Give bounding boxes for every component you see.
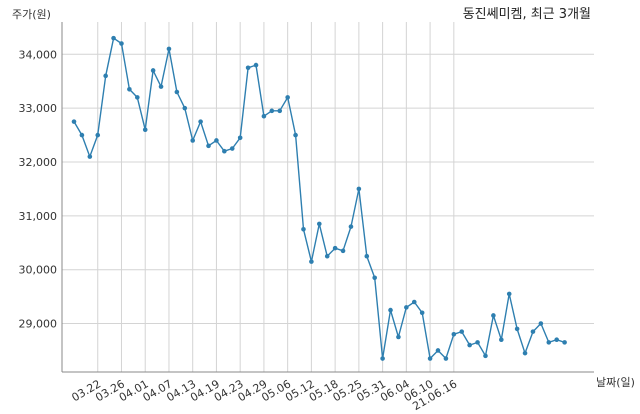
- y-tick-label: 29,000: [19, 318, 58, 331]
- data-point: [285, 95, 290, 100]
- data-point: [388, 307, 393, 313]
- data-point: [562, 340, 567, 345]
- data-point: [150, 68, 156, 73]
- data-point: [435, 348, 441, 353]
- data-point: [364, 253, 370, 259]
- data-point: [506, 291, 512, 297]
- data-point: [451, 332, 457, 337]
- data-point: [499, 337, 504, 342]
- data-point: [158, 84, 164, 89]
- data-point: [340, 248, 346, 254]
- axes: [61, 22, 594, 373]
- y-tick-label: 30,000: [19, 264, 58, 277]
- data-point: [411, 299, 417, 305]
- data-point: [443, 356, 449, 361]
- price-series: [71, 35, 567, 361]
- data-point: [301, 227, 306, 232]
- data-point: [174, 89, 180, 95]
- y-tick-label: 32,000: [19, 156, 58, 169]
- y-tick-label: 33,000: [19, 102, 58, 115]
- data-point: [309, 259, 314, 264]
- data-point: [253, 62, 259, 68]
- data-point: [119, 41, 124, 46]
- data-point: [261, 113, 267, 119]
- data-point: [380, 356, 385, 361]
- data-point: [293, 132, 298, 138]
- data-point: [198, 119, 203, 124]
- series-line: [73, 37, 565, 360]
- data-point: [372, 275, 377, 281]
- data-point: [419, 310, 425, 316]
- data-point: [206, 143, 211, 149]
- data-point: [103, 73, 108, 79]
- data-point: [190, 138, 195, 143]
- data-point: [317, 221, 322, 227]
- y-axis-title: 주가(원): [12, 8, 51, 21]
- data-point: [459, 329, 465, 334]
- y-tick-label: 31,000: [19, 210, 58, 223]
- data-point: [427, 356, 433, 361]
- x-axis-title: 날짜(일): [596, 375, 635, 389]
- data-point: [277, 108, 283, 114]
- data-point: [229, 146, 235, 151]
- data-point: [467, 342, 472, 348]
- data-point: [237, 135, 243, 141]
- y-tick-label: 34,000: [19, 48, 58, 61]
- data-point: [348, 224, 354, 229]
- grid-lines: [62, 22, 594, 372]
- data-point: [222, 148, 227, 154]
- data-point: [554, 337, 559, 342]
- data-point: [324, 253, 330, 259]
- data-point: [166, 46, 172, 52]
- data-point: [546, 340, 552, 345]
- data-point: [87, 154, 93, 159]
- data-point: [245, 65, 251, 71]
- data-point: [127, 87, 132, 92]
- data-point: [135, 95, 140, 100]
- data-point: [483, 353, 488, 359]
- data-point: [79, 132, 85, 138]
- data-point: [71, 119, 77, 124]
- data-point: [356, 186, 362, 192]
- data-point: [95, 132, 101, 138]
- y-tick-labels: 29,000 30,000 31,000 32,000 33,000 34,000: [19, 48, 58, 330]
- data-point: [182, 105, 188, 111]
- data-point: [404, 305, 409, 310]
- data-point: [475, 340, 480, 345]
- data-point: [111, 35, 116, 41]
- data-point: [514, 326, 520, 332]
- data-point: [214, 138, 219, 143]
- x-tick-labels: 03.2203.2604.0104.0704.1304.1904.2304.29…: [69, 377, 459, 413]
- data-point: [142, 127, 148, 132]
- data-point: [332, 245, 338, 251]
- data-point: [538, 321, 544, 326]
- data-point: [269, 108, 275, 114]
- data-point: [491, 313, 496, 318]
- data-point: [396, 334, 401, 340]
- data-point: [530, 329, 536, 334]
- chart-title: 동진쎄미켐, 최근 3개월: [463, 7, 591, 22]
- data-point: [522, 350, 528, 356]
